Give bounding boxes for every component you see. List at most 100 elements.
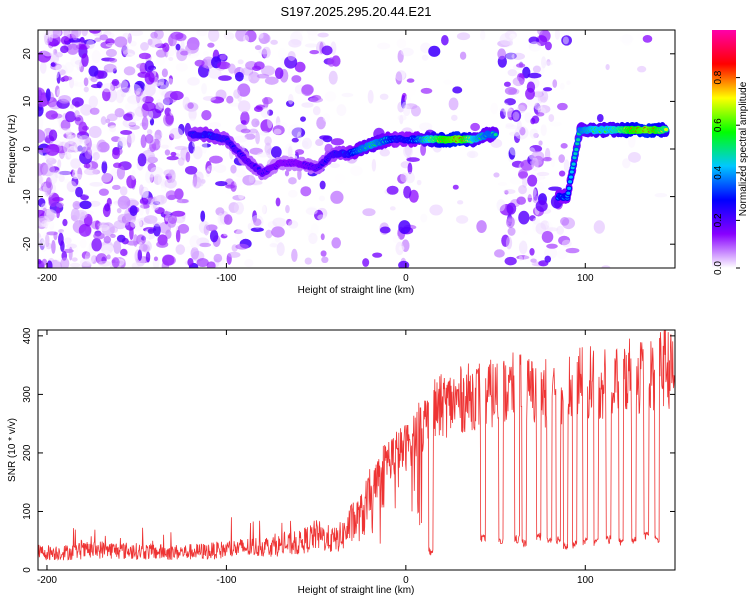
spectrogram-noise-blob bbox=[83, 168, 98, 176]
spectrogram-noise-blob bbox=[190, 247, 200, 260]
spectrogram-noise-blob bbox=[47, 30, 62, 39]
spectrogram-noise-blob bbox=[38, 129, 46, 143]
spectrogram-noise-blob bbox=[294, 61, 306, 73]
spectrogram-noise-blob bbox=[55, 64, 63, 72]
spectrogram-noise-blob bbox=[300, 186, 312, 197]
spectrogram-noise-blob bbox=[77, 145, 83, 152]
spectrogram-noise-blob bbox=[556, 249, 568, 260]
spectrogram-noise-blob bbox=[534, 167, 545, 181]
spectrogram-noise-blob bbox=[330, 138, 345, 146]
spectrogram-noise-blob bbox=[341, 92, 354, 98]
spectrogram-noise-blob bbox=[116, 207, 122, 214]
spectrogram-noise-blob bbox=[222, 229, 229, 237]
spectrogram-noise-blob bbox=[103, 235, 112, 244]
spectrogram-noise-blob bbox=[163, 169, 175, 177]
spectrogram-noise-blob bbox=[174, 145, 189, 151]
spectrogram-noise-blob bbox=[141, 116, 149, 131]
spectrogram-noise-blob bbox=[480, 30, 486, 41]
spectrogram-noise-blob bbox=[233, 89, 241, 99]
spectrogram-noise-blob bbox=[208, 80, 214, 90]
spectrogram-noise-blob bbox=[38, 116, 44, 130]
spectrogram-noise-blob bbox=[223, 32, 235, 40]
spectrogram-noise-blob bbox=[106, 113, 118, 122]
spectrogram-noise-blob bbox=[122, 32, 131, 38]
spectrogram-noise-blob bbox=[196, 30, 208, 37]
spectrogram-noise-blob bbox=[163, 210, 169, 225]
spectrogram-noise-blob bbox=[101, 172, 114, 184]
spectrogram-noise-blob bbox=[100, 244, 115, 256]
spectrogram-noise-blob bbox=[542, 87, 553, 92]
spectrogram-noise-blob bbox=[405, 172, 415, 184]
spectrogram-noise-blob bbox=[169, 133, 175, 141]
spectrogram-noise-blob bbox=[105, 38, 115, 46]
spectrogram-noise-blob bbox=[57, 128, 71, 135]
spectrogram-noise-blob bbox=[420, 87, 433, 94]
spectrogram-noise-blob bbox=[176, 48, 188, 62]
spectrogram-noise-blob bbox=[44, 233, 50, 248]
spectrogram-noise-blob bbox=[163, 208, 172, 215]
spectrogram-noise-blob bbox=[536, 112, 545, 117]
spectrogram-noise-blob bbox=[109, 125, 117, 133]
spectrogram-noise-blob bbox=[287, 51, 296, 62]
spectrogram-noise-blob bbox=[288, 39, 302, 48]
spectrogram-y-tick-label: 20 bbox=[22, 48, 33, 60]
spectrogram-noise-blob bbox=[497, 48, 507, 60]
spectrogram-noise-blob bbox=[267, 221, 277, 229]
spectrogram-noise-blob bbox=[110, 84, 116, 91]
spectrogram-noise-blob bbox=[261, 204, 268, 215]
spectrogram-noise-blob bbox=[642, 34, 653, 43]
spectrogram-noise-blob bbox=[107, 124, 121, 135]
spectrogram-noise-blob bbox=[276, 242, 285, 257]
spectrogram-noise-blob bbox=[226, 95, 234, 104]
snr-frame bbox=[37, 329, 676, 571]
spectrogram-noise-blob bbox=[558, 154, 565, 163]
spectrogram-noise-blob bbox=[156, 55, 166, 66]
spectrogram-noise-blob bbox=[106, 32, 115, 39]
spectrogram-noise-blob bbox=[126, 175, 137, 189]
spectrogram-noise-blob bbox=[248, 128, 258, 134]
spectrogram-noise-blob bbox=[262, 46, 271, 59]
spectrogram-noise-blob bbox=[401, 92, 407, 102]
spectrogram-noise-blob bbox=[120, 93, 126, 98]
spectrogram-noise-blob bbox=[39, 61, 47, 74]
spectrogram-noise-blob bbox=[158, 187, 166, 197]
spectrogram-noise-blob bbox=[74, 110, 80, 118]
spectrogram-noise-blob bbox=[208, 122, 222, 129]
spectrogram-x-tick-label: 0 bbox=[403, 273, 409, 284]
spectrogram-noise-blob bbox=[70, 158, 81, 169]
spectrogram-noise-blob bbox=[175, 229, 181, 243]
spectrogram-ridge-core bbox=[575, 141, 580, 146]
spectrogram-noise-blob bbox=[517, 120, 522, 131]
spectrogram-noise-blob bbox=[518, 240, 528, 255]
spectrogram-noise-blob bbox=[146, 129, 153, 135]
spectrogram-noise-blob bbox=[79, 106, 86, 114]
spectrogram-noise-blob bbox=[43, 209, 57, 221]
spectrogram-noise-blob bbox=[516, 255, 530, 260]
spectrogram-noise-blob bbox=[237, 100, 251, 113]
spectrogram-noise-blob bbox=[80, 194, 89, 201]
spectrogram-noise-blob bbox=[139, 197, 149, 205]
spectrogram-noise-blob bbox=[622, 158, 631, 169]
spectrogram-noise-blob bbox=[504, 256, 517, 266]
spectrogram-noise-blob bbox=[451, 114, 458, 121]
spectrogram-noise-blob bbox=[401, 101, 408, 111]
spectrogram-noise-blob bbox=[65, 152, 72, 160]
spectrogram-noise-blob bbox=[469, 151, 476, 158]
colorbar: 0.0 0.2 0.4 0.6 0.8 Normalized spectral ampl… bbox=[712, 30, 749, 275]
spectrogram-ridge-core bbox=[574, 147, 579, 152]
spectrogram-noise-blob bbox=[151, 138, 161, 151]
spectrogram-noise-blob bbox=[207, 42, 215, 48]
spectrogram-noise-blob bbox=[253, 184, 267, 196]
spectrogram-noise-blob bbox=[288, 177, 297, 185]
spectrogram-noise-blob bbox=[443, 79, 452, 85]
spectrogram-noise-blob bbox=[124, 149, 136, 163]
spectrogram-noise-blob bbox=[228, 63, 236, 74]
spectrogram-noise-blob bbox=[115, 89, 125, 104]
spectrogram-noise-blob bbox=[124, 219, 129, 226]
spectrogram-noise-blob bbox=[397, 50, 404, 63]
colorbar-ticks: 0.0 0.2 0.4 0.6 0.8 bbox=[713, 70, 740, 275]
spectrogram-noise-blob bbox=[139, 203, 144, 216]
spectrogram-noise-blob bbox=[542, 157, 553, 162]
spectrogram-noise-blob bbox=[234, 135, 248, 143]
spectrogram-noise-blob bbox=[66, 134, 75, 145]
